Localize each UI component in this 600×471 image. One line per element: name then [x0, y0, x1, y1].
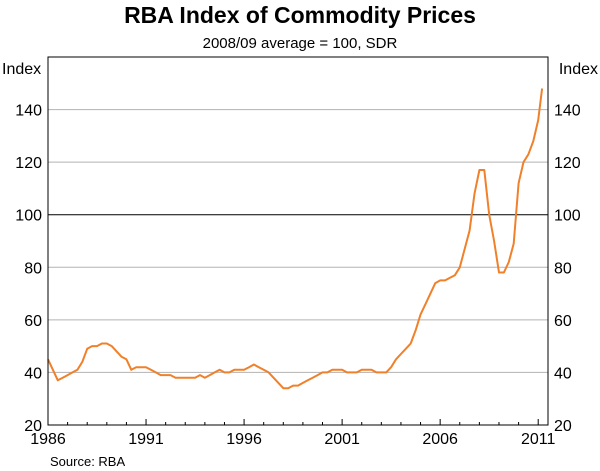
y-tick-label-left: 80: [24, 260, 42, 277]
y-tick-label-right: 80: [554, 260, 572, 277]
grid: [48, 109, 548, 373]
x-tick-label: 2001: [324, 431, 360, 448]
plot-frame: [47, 56, 549, 426]
y-tick-label-right: 140: [554, 103, 581, 120]
x-tick-label: 1996: [226, 431, 262, 448]
y-tick-label-left: 40: [24, 365, 42, 382]
y-tick-label-left: 100: [15, 208, 42, 225]
y-axis-label-left: Index: [2, 61, 41, 78]
axes: [47, 419, 539, 425]
y-tick-label-right: 20: [554, 418, 572, 435]
tick-labels: 20 20 40 40 60 60 80 80 100 100 120 120 140 140 1986 19…: [15, 103, 581, 448]
y-tick-label-left: 140: [15, 103, 42, 120]
series: [47, 88, 544, 390]
x-tick-label: 1986: [30, 431, 66, 448]
x-tick-label: 1991: [128, 431, 164, 448]
series-line-commodity-index: [47, 88, 544, 390]
y-tick-label-right: 100: [554, 208, 581, 225]
y-tick-label-left: 120: [15, 155, 42, 172]
y-tick-label-right: 40: [554, 365, 572, 382]
x-tick-label: 2006: [422, 431, 458, 448]
x-tick-label: 2011: [521, 431, 556, 448]
y-tick-label-right: 60: [554, 313, 572, 330]
y-tick-label-right: 120: [554, 155, 581, 172]
y-axis-label-right: Index: [559, 61, 598, 78]
y-tick-label-left: 20: [24, 418, 42, 435]
chart-subtitle: 2008/09 average = 100, SDR: [203, 35, 398, 52]
y-tick-label-left: 60: [24, 313, 42, 330]
source-note: Source: RBA: [50, 454, 125, 469]
chart-title: RBA Index of Commodity Prices: [124, 2, 476, 28]
